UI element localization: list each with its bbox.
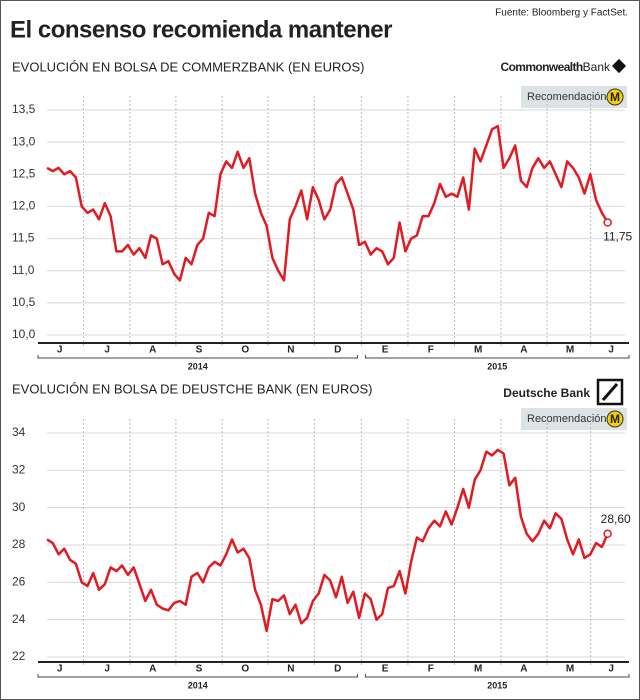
y-tick-label: 34 <box>12 425 26 439</box>
badge-mark: M <box>610 90 620 104</box>
badge-label: Recomendación <box>527 413 607 425</box>
x-tick-label: J <box>104 664 110 675</box>
year-bracket <box>37 355 358 359</box>
chart-subtitle: EVOLUCIÓN EN BOLSA DE COMMERZBANK (EN EU… <box>12 59 365 74</box>
y-tick-label: 13,0 <box>12 134 36 148</box>
logo-light: Bank <box>583 60 611 74</box>
logo-bold: Commonwealth <box>501 60 583 74</box>
y-tick-label: 12,0 <box>12 199 36 213</box>
x-tick-label: J <box>104 345 110 356</box>
year-bracket <box>364 674 630 678</box>
x-tick-label: M <box>474 345 482 356</box>
x-tick-label: O <box>241 345 249 356</box>
x-tick-label: M <box>566 664 574 675</box>
y-tick-label: 13,5 <box>12 102 36 116</box>
logo-icon <box>596 378 624 406</box>
y-tick-label: 26 <box>12 575 26 589</box>
x-tick-label: E <box>382 664 389 675</box>
end-point <box>603 218 612 227</box>
x-tick-label: S <box>196 664 203 675</box>
x-tick-label: E <box>382 345 389 356</box>
badge-dot <box>606 410 624 428</box>
y-tick-label: 22 <box>12 649 26 663</box>
x-tick-label: D <box>334 664 341 675</box>
year-label: 2015 <box>487 361 507 371</box>
x-tick-label: A <box>520 664 527 675</box>
x-tick-label: A <box>149 664 156 675</box>
badge-mark: M <box>610 412 620 426</box>
x-tick-label: N <box>287 345 294 356</box>
price-line <box>46 124 609 282</box>
year-bracket <box>37 674 358 678</box>
end-point <box>603 529 612 539</box>
x-tick-label: M <box>474 664 482 675</box>
y-tick-label: 30 <box>12 500 26 514</box>
source: Fuente: Bloomberg y FactSet. <box>495 8 628 19</box>
x-tick-label: J <box>608 345 614 356</box>
x-tick-label: F <box>428 345 434 356</box>
logo: CommonwealthBank <box>501 60 611 74</box>
page-title: El consenso recomienda mantener <box>10 16 392 43</box>
y-tick-label: 12,5 <box>12 166 36 180</box>
logo: Deutsche Bank <box>503 386 590 400</box>
x-tick-label: A <box>520 345 527 356</box>
y-tick-label: 28 <box>12 537 26 551</box>
year-label: 2014 <box>188 361 208 371</box>
x-tick-label: O <box>241 664 249 675</box>
logo-icon <box>611 58 627 74</box>
x-tick-label: D <box>334 345 341 356</box>
x-tick-label: J <box>57 664 63 675</box>
end-label: 11,75 <box>603 230 632 244</box>
year-label: 2014 <box>188 680 208 690</box>
x-tick-label: F <box>428 664 434 675</box>
price-line <box>46 448 609 633</box>
year-label: 2015 <box>487 680 507 690</box>
x-tick-label: A <box>149 345 156 356</box>
year-bracket <box>364 355 630 359</box>
chart-subtitle: EVOLUCIÓN EN BOLSA DE DEUSTCHE BANK (EN … <box>12 381 372 396</box>
x-tick-label: J <box>57 345 63 356</box>
badge <box>521 408 627 430</box>
x-tick-label: J <box>608 664 614 675</box>
y-tick-label: 11,5 <box>12 231 35 245</box>
end-label: 28,60 <box>601 512 631 526</box>
badge-label: Recomendación <box>527 91 607 103</box>
badge <box>521 86 627 108</box>
y-tick-label: 10,5 <box>12 295 36 309</box>
y-tick-label: 24 <box>12 612 26 626</box>
x-tick-label: M <box>566 345 574 356</box>
x-tick-label: N <box>287 664 294 675</box>
badge-dot <box>606 88 624 106</box>
x-tick-label: S <box>196 345 203 356</box>
y-tick-label: 11,0 <box>12 263 35 277</box>
y-tick-label: 32 <box>12 463 26 477</box>
y-tick-label: 10,0 <box>12 327 36 341</box>
logo-slash <box>601 383 619 401</box>
